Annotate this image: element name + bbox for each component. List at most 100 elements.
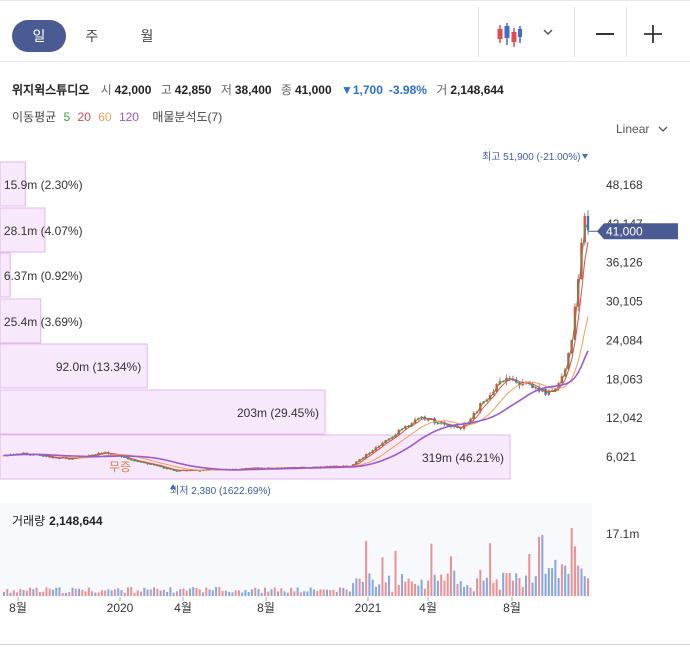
volume-bar bbox=[293, 591, 295, 596]
y-tick-label: 24,084 bbox=[606, 333, 643, 347]
volume-bar bbox=[156, 589, 158, 596]
volume-bar bbox=[75, 589, 77, 596]
volume-legend: 거래량 2,148,644 bbox=[12, 512, 103, 529]
volume-bar bbox=[316, 591, 318, 596]
volume-bar bbox=[32, 589, 34, 596]
volume-bar bbox=[179, 589, 181, 596]
volume-bar bbox=[404, 582, 406, 596]
volume-bar bbox=[42, 592, 44, 596]
volume-bar bbox=[381, 557, 383, 596]
volume-bar bbox=[150, 589, 152, 596]
volume-bar bbox=[65, 593, 67, 596]
volume-bar bbox=[395, 551, 397, 596]
volume-bar bbox=[499, 590, 501, 596]
volume-bar bbox=[160, 591, 162, 596]
volume-bar bbox=[218, 587, 220, 596]
volume-bar bbox=[564, 566, 566, 596]
volume-bar bbox=[368, 573, 370, 596]
volume-bar bbox=[173, 593, 175, 596]
volume-bar bbox=[98, 592, 100, 596]
volume-bar bbox=[290, 588, 292, 596]
volume-bar bbox=[199, 589, 201, 596]
volume-bar bbox=[417, 585, 419, 596]
volume-bar bbox=[16, 592, 18, 596]
volume-bar bbox=[107, 589, 109, 596]
volume-bar bbox=[23, 590, 25, 596]
volume-bar bbox=[6, 589, 8, 596]
volume-bar bbox=[215, 587, 217, 596]
volume-bar bbox=[551, 568, 553, 596]
volume-bar bbox=[280, 588, 282, 596]
volume-bar bbox=[359, 579, 361, 596]
volume-bar bbox=[443, 581, 445, 596]
x-tick-label: 8월 bbox=[503, 601, 521, 615]
volume-bar bbox=[453, 571, 455, 596]
volume-bar bbox=[205, 588, 207, 596]
volume-bar bbox=[489, 543, 491, 596]
volume-bar bbox=[143, 588, 145, 596]
volume-bar bbox=[10, 593, 12, 596]
volume-bar bbox=[117, 588, 119, 596]
volume-bar bbox=[502, 573, 504, 596]
volume-bar bbox=[225, 591, 227, 596]
volume-bar bbox=[169, 587, 171, 596]
volume-bar bbox=[212, 590, 214, 596]
y-tick-label: 18,063 bbox=[606, 372, 643, 386]
volume-bar bbox=[492, 583, 494, 596]
volume-bar bbox=[248, 592, 250, 596]
volume-bar bbox=[326, 590, 328, 596]
volume-bar bbox=[134, 593, 136, 596]
volume-bar bbox=[3, 592, 5, 596]
volume-bar bbox=[460, 581, 462, 596]
y-tick-label: 12,042 bbox=[606, 411, 643, 425]
volume-bar bbox=[182, 589, 184, 596]
volume-bar bbox=[104, 591, 106, 596]
volume-bar bbox=[505, 573, 507, 596]
volume-bar bbox=[62, 593, 64, 596]
volume-bar bbox=[231, 592, 233, 596]
volume-bar bbox=[274, 587, 276, 596]
volume-bar bbox=[303, 591, 305, 596]
volume-bar bbox=[228, 592, 230, 596]
volume-bar bbox=[375, 587, 377, 596]
volume-bar bbox=[372, 580, 374, 596]
volume-bar bbox=[235, 590, 237, 596]
volume-bar bbox=[13, 590, 15, 596]
volume-bar bbox=[430, 544, 432, 596]
volume-bar bbox=[554, 560, 556, 596]
volume-bar bbox=[277, 591, 279, 596]
volume-bar bbox=[261, 593, 263, 596]
volume-bar bbox=[78, 589, 80, 596]
volume-bar bbox=[140, 592, 142, 596]
volume-bar bbox=[378, 584, 380, 596]
volume-bar bbox=[29, 588, 31, 596]
volume-bar bbox=[254, 588, 256, 596]
volume-bar bbox=[111, 590, 113, 596]
volume-bar bbox=[52, 590, 54, 596]
volume-bar bbox=[434, 575, 436, 596]
volume-bar bbox=[45, 587, 47, 596]
volume-legend-value: 2,148,644 bbox=[49, 514, 102, 528]
volume-bar bbox=[36, 588, 38, 596]
volume-bar bbox=[541, 535, 543, 596]
volume-bar bbox=[88, 588, 90, 596]
volume-bar bbox=[349, 591, 351, 596]
y-tick-label: 30,105 bbox=[606, 295, 643, 309]
volume-bar bbox=[385, 582, 387, 596]
volume-bar bbox=[19, 589, 21, 596]
volume-bar bbox=[257, 589, 259, 596]
high-annotation: 최고 51,900 (-21.00%) bbox=[482, 151, 580, 163]
volume-bar bbox=[209, 589, 211, 596]
volume-bar bbox=[476, 578, 478, 596]
volume-bar bbox=[522, 587, 524, 596]
x-tick-label: 4월 bbox=[174, 601, 192, 615]
volume-bar bbox=[101, 590, 103, 596]
volume-bar bbox=[525, 576, 527, 596]
volume-bar bbox=[342, 588, 344, 596]
volume-bar bbox=[401, 574, 403, 596]
volume-bar bbox=[323, 590, 325, 596]
volume-bar bbox=[306, 591, 308, 596]
x-tick-label: 2021 bbox=[355, 601, 382, 615]
volume-bar bbox=[558, 578, 560, 596]
